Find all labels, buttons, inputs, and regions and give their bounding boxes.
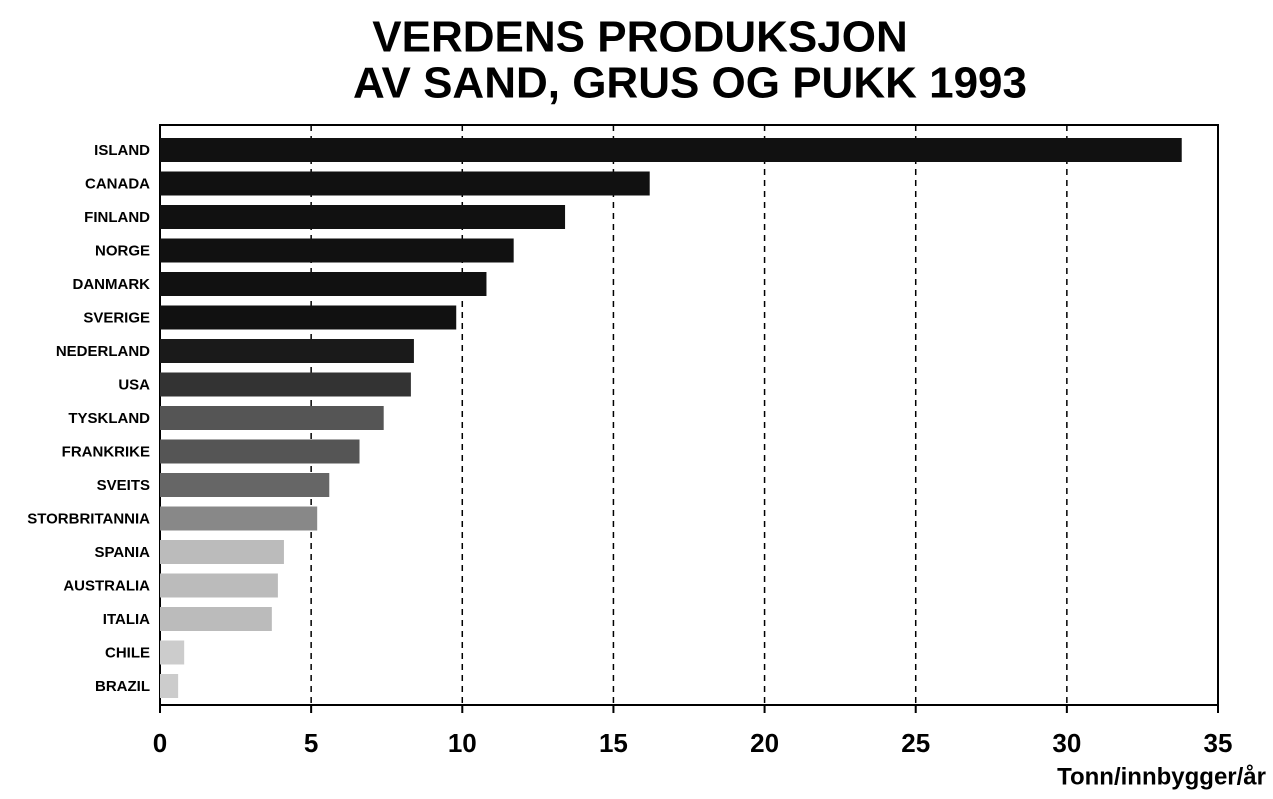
- y-tick-label: SVERIGE: [83, 309, 150, 326]
- y-tick-label: USA: [118, 376, 150, 393]
- chart-title: AV SAND, GRUS OG PUKK 1993: [353, 59, 1027, 108]
- bar: [160, 640, 185, 665]
- bar: [160, 506, 318, 531]
- y-tick-label: DANMARK: [73, 276, 151, 293]
- y-tick-label: NORGE: [95, 242, 150, 259]
- y-tick-label: SVEITS: [97, 477, 150, 494]
- bar: [160, 272, 487, 296]
- y-tick-label: ITALIA: [103, 611, 150, 628]
- x-tick-label: 15: [599, 728, 628, 758]
- x-tick-label: 5: [304, 728, 318, 758]
- y-tick-label: ISLAND: [94, 142, 150, 159]
- bar: [160, 607, 272, 631]
- x-tick-label: 10: [448, 728, 477, 758]
- x-tick-label: 25: [901, 728, 930, 758]
- x-tick-label: 20: [750, 728, 779, 758]
- x-axis-label: Tonn/innbygger/år: [1057, 763, 1266, 790]
- x-tick-label: 30: [1052, 728, 1081, 758]
- y-tick-label: CANADA: [85, 175, 150, 192]
- x-tick-label: 0: [153, 728, 167, 758]
- bar: [160, 339, 414, 363]
- x-tick-label: 35: [1204, 728, 1233, 758]
- bar: [160, 674, 179, 698]
- bar: [160, 473, 330, 497]
- bar: [160, 439, 360, 464]
- y-tick-label: SPANIA: [94, 544, 150, 561]
- y-tick-label: BRAZIL: [95, 678, 150, 695]
- y-tick-label: AUSTRALIA: [63, 577, 150, 594]
- bar: [160, 573, 278, 598]
- bar: [160, 138, 1182, 162]
- bar: [160, 238, 514, 263]
- y-tick-label: STORBRITANNIA: [27, 510, 150, 527]
- y-tick-label: CHILE: [105, 644, 150, 661]
- bar: [160, 205, 566, 229]
- bar: [160, 540, 284, 564]
- bar: [160, 372, 411, 397]
- y-tick-label: FRANKRIKE: [62, 443, 150, 460]
- y-tick-label: TYSKLAND: [68, 410, 150, 427]
- bar: [160, 171, 650, 196]
- bar: [160, 406, 384, 430]
- chart-title: VERDENS PRODUKSJON: [372, 13, 907, 62]
- y-tick-label: FINLAND: [84, 209, 150, 226]
- bar: [160, 305, 457, 330]
- y-tick-label: NEDERLAND: [56, 343, 150, 360]
